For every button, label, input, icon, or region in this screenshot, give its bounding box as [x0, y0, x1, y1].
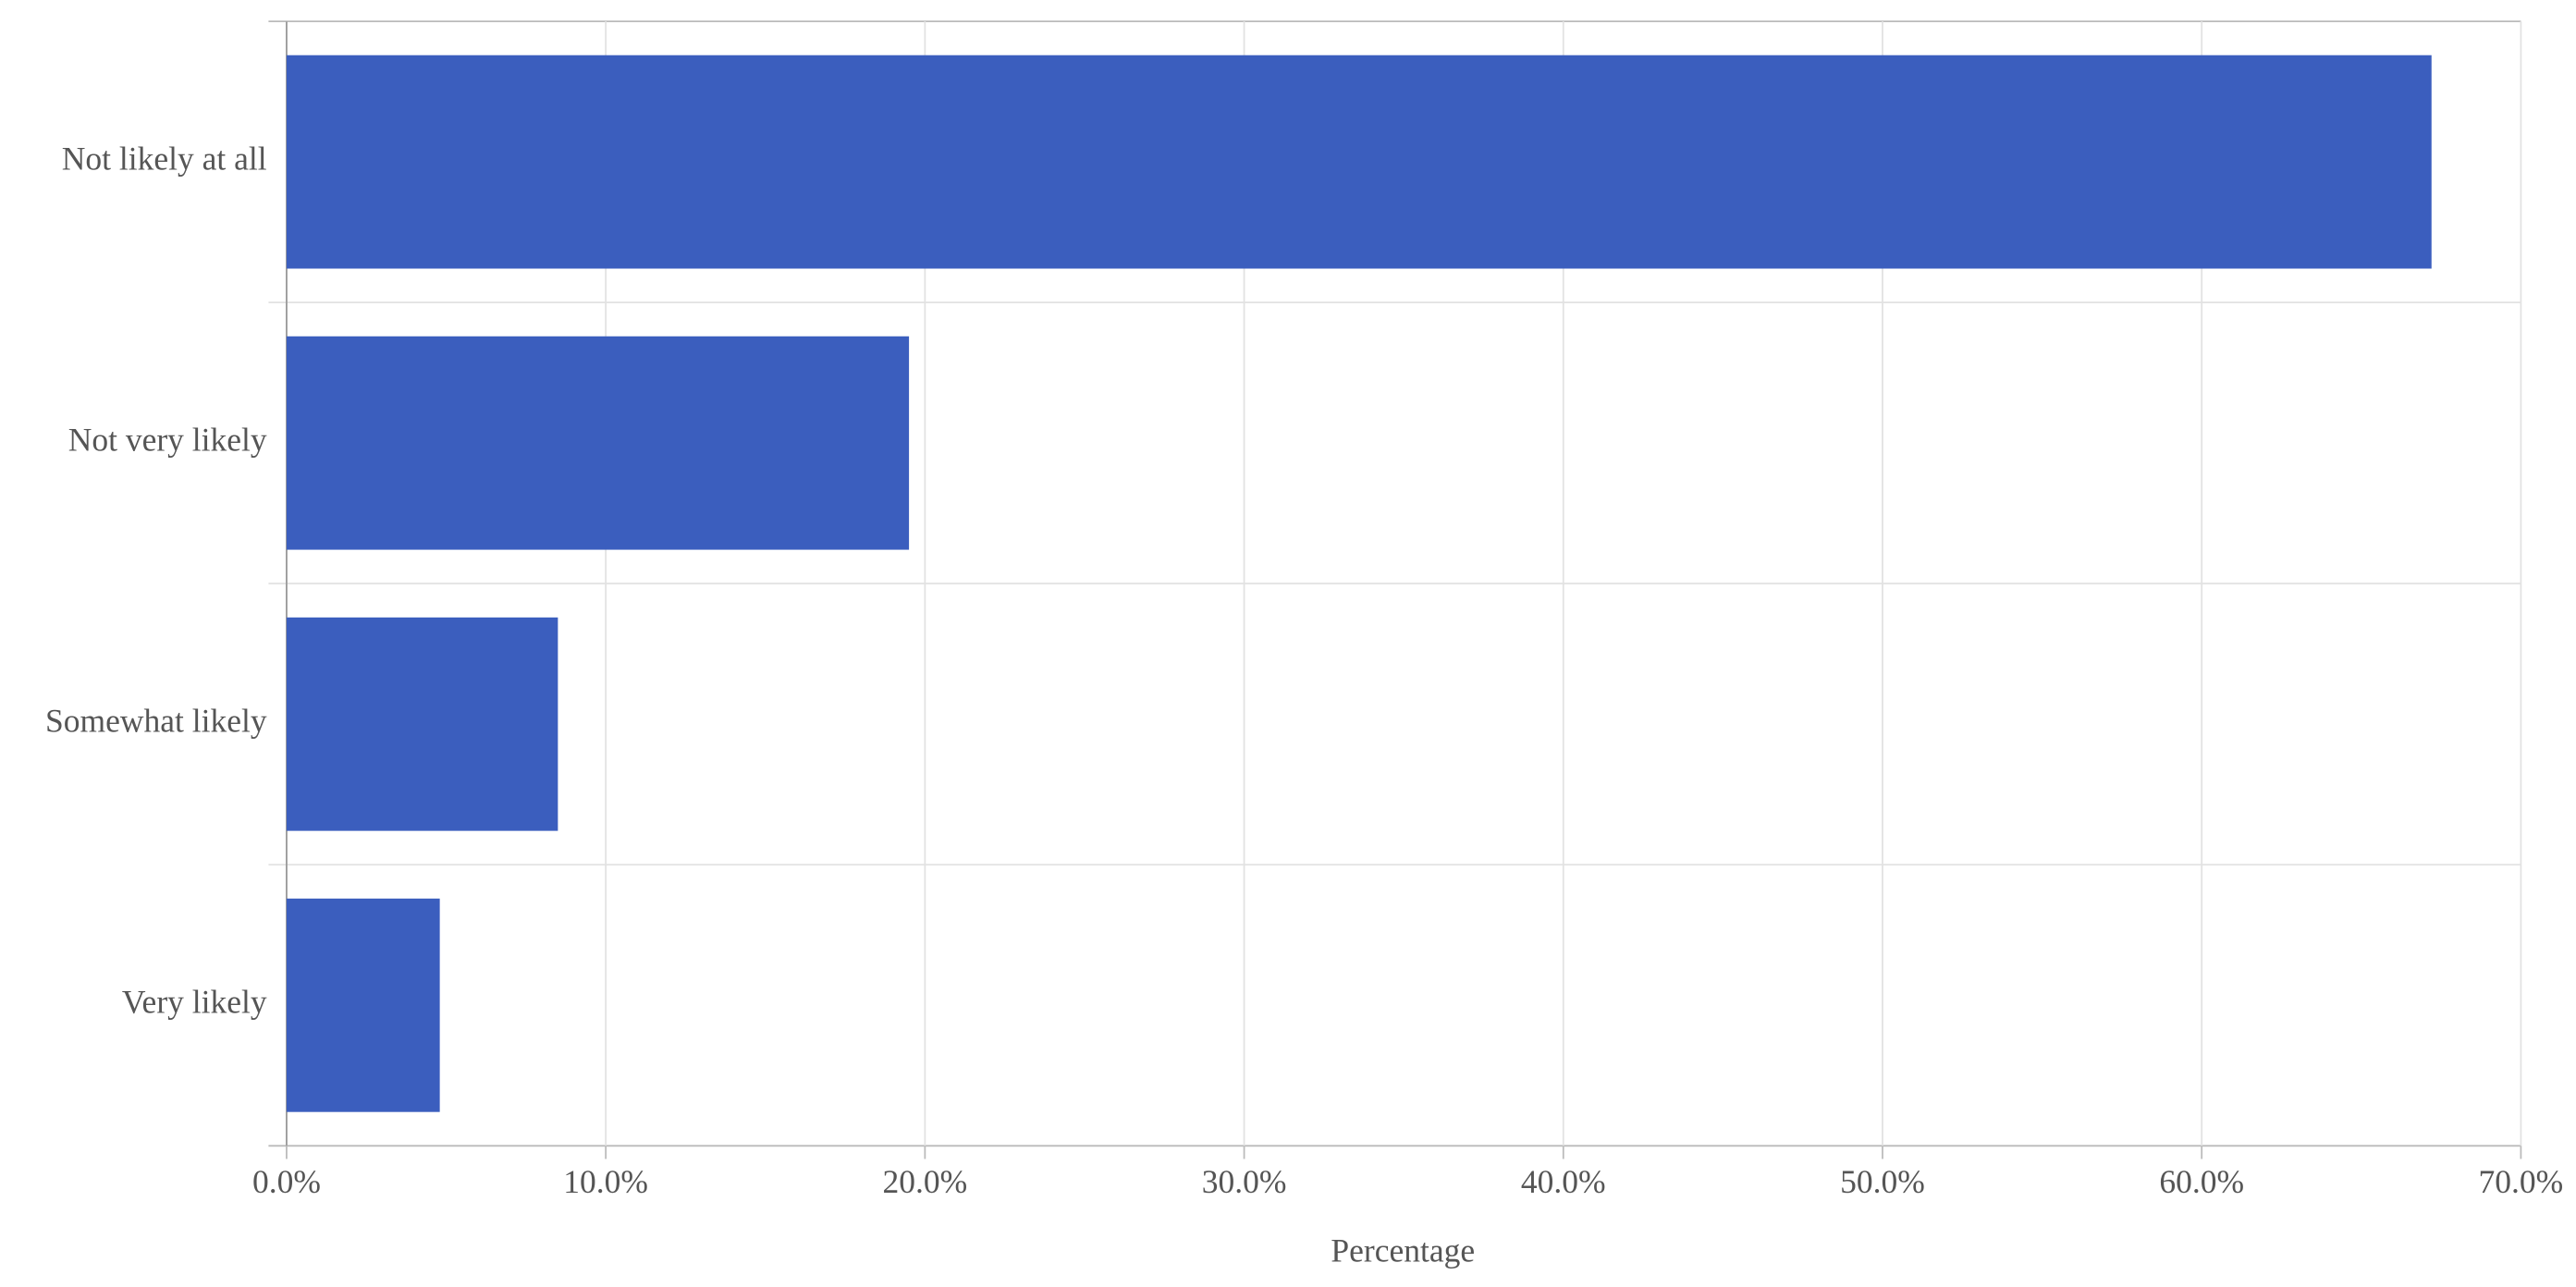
- y-tick-label: Not likely at all: [62, 140, 267, 177]
- x-tick-label: 70.0%: [2479, 1163, 2564, 1200]
- y-tick-label: Somewhat likely: [45, 702, 267, 739]
- x-tick-label: 10.0%: [563, 1163, 648, 1200]
- bar: [286, 336, 910, 550]
- x-tick-label: 50.0%: [1840, 1163, 1925, 1200]
- bar: [286, 55, 2432, 269]
- x-tick-label: 40.0%: [1521, 1163, 1606, 1200]
- x-tick-label: 30.0%: [1202, 1163, 1287, 1200]
- x-tick-label: 0.0%: [252, 1163, 321, 1200]
- y-tick-label: Not very likely: [68, 421, 267, 458]
- bar: [286, 617, 558, 831]
- bar: [286, 898, 440, 1112]
- x-axis-title: Percentage: [1331, 1232, 1475, 1269]
- x-tick-label: 60.0%: [2159, 1163, 2244, 1200]
- x-tick-label: 20.0%: [883, 1163, 968, 1200]
- y-tick-label: Very likely: [122, 983, 267, 1020]
